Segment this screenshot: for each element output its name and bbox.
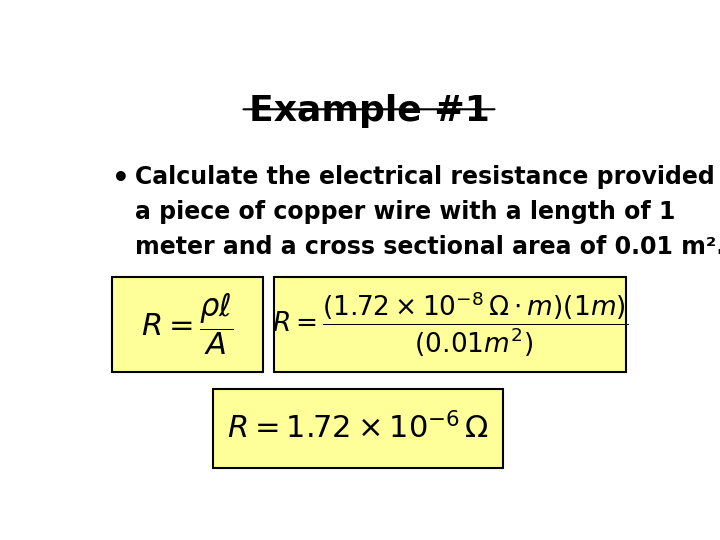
FancyBboxPatch shape [112,277,263,373]
FancyBboxPatch shape [213,389,503,468]
Text: $R = \dfrac{(1.72 \times 10^{-8}\,\Omega \cdot m)(1m)}{(0.01m^{2})}$: $R = \dfrac{(1.72 \times 10^{-8}\,\Omega… [272,290,628,359]
Text: Calculate the electrical resistance provided by: Calculate the electrical resistance prov… [135,165,720,188]
Text: •: • [112,165,130,193]
Text: Example #1: Example #1 [248,94,490,128]
Text: $R = 1.72 \times 10^{-6}\,\Omega$: $R = 1.72 \times 10^{-6}\,\Omega$ [227,413,489,445]
Text: meter and a cross sectional area of 0.01 m².: meter and a cross sectional area of 0.01… [135,235,720,259]
FancyBboxPatch shape [274,277,626,373]
Text: $R = \dfrac{\rho \ell}{A}$: $R = \dfrac{\rho \ell}{A}$ [141,292,234,357]
Text: a piece of copper wire with a length of 1: a piece of copper wire with a length of … [135,200,675,224]
